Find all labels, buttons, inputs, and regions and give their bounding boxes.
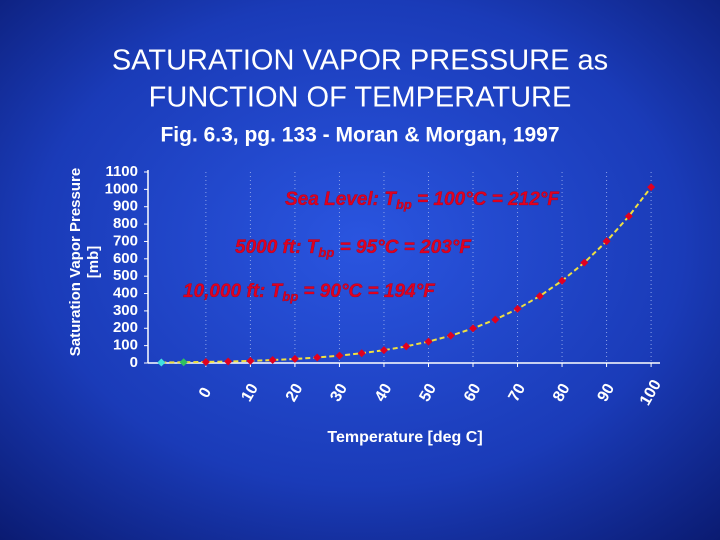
x-axis-label: Temperature [deg C] bbox=[327, 429, 482, 446]
data-point bbox=[268, 356, 277, 365]
data-point bbox=[402, 342, 411, 351]
data-point bbox=[535, 292, 544, 301]
x-tick-label: 70 bbox=[505, 381, 529, 405]
y-tick-label: 0 bbox=[130, 354, 138, 371]
data-point bbox=[446, 331, 455, 340]
annotation-text: = 95°C = 203°F bbox=[334, 237, 472, 258]
annotation-subscript: bp bbox=[396, 197, 412, 212]
y-tick-label: 600 bbox=[113, 250, 138, 267]
y-tick-label: 200 bbox=[113, 319, 138, 336]
data-point bbox=[647, 183, 656, 192]
data-point bbox=[379, 346, 388, 355]
x-tick-label: 20 bbox=[283, 381, 307, 405]
y-tick-label: 100 bbox=[113, 337, 138, 354]
annotation: Sea Level: Tbp = 100°C = 212°F bbox=[285, 189, 560, 212]
data-point bbox=[357, 349, 366, 358]
y-tick-label: 900 bbox=[113, 198, 138, 215]
data-point bbox=[558, 276, 567, 285]
annotation-text: = 90°C = 194°F bbox=[298, 281, 436, 302]
x-tick-label: 50 bbox=[416, 381, 440, 405]
data-point bbox=[224, 357, 233, 366]
data-point bbox=[179, 358, 188, 367]
data-point bbox=[313, 353, 322, 362]
annotation-text: = 100°C = 212°F bbox=[412, 189, 561, 210]
y-tick-label: 1000 bbox=[105, 180, 138, 197]
y-axis-label: [mb] bbox=[85, 246, 102, 279]
data-point bbox=[469, 324, 478, 333]
annotation-subscript: bp bbox=[282, 289, 298, 304]
data-point bbox=[580, 258, 589, 267]
title-line: SATURATION VAPOR PRESSURE as bbox=[112, 45, 608, 77]
x-tick-label: 40 bbox=[372, 381, 396, 405]
data-point bbox=[624, 212, 633, 221]
x-tick-label: 60 bbox=[461, 381, 485, 405]
data-point bbox=[513, 304, 522, 313]
annotation: 5000 ft: Tbp = 95°C = 203°F bbox=[235, 237, 472, 260]
data-point bbox=[246, 356, 255, 365]
x-tick-label: 30 bbox=[327, 381, 351, 405]
annotation-text: 10,000 ft: T bbox=[183, 281, 284, 302]
annotation-text: 5000 ft: T bbox=[235, 237, 320, 258]
data-point bbox=[335, 351, 344, 360]
data-point bbox=[290, 354, 299, 363]
y-tick-label: 700 bbox=[113, 232, 138, 249]
y-tick-label: 800 bbox=[113, 215, 138, 232]
subtitle: Fig. 6.3, pg. 133 - Moran & Morgan, 1997 bbox=[160, 124, 559, 147]
y-tick-label: 500 bbox=[113, 267, 138, 284]
y-tick-label: 300 bbox=[113, 302, 138, 319]
annotation: 10,000 ft: Tbp = 90°C = 194°F bbox=[183, 281, 436, 304]
y-axis-label: Saturation Vapor Pressure bbox=[67, 168, 84, 356]
annotation-subscript: bp bbox=[318, 245, 334, 260]
data-point bbox=[201, 357, 210, 366]
title-line: FUNCTION OF TEMPERATURE bbox=[149, 82, 572, 114]
x-tick-label: 80 bbox=[550, 381, 574, 405]
data-point bbox=[157, 358, 166, 367]
trend-line bbox=[161, 186, 652, 364]
y-tick-label: 1100 bbox=[105, 163, 138, 180]
data-point bbox=[602, 237, 611, 246]
annotation-text: Sea Level: T bbox=[285, 189, 397, 210]
x-tick-label: 90 bbox=[595, 381, 619, 405]
data-point bbox=[491, 315, 500, 324]
y-tick-label: 400 bbox=[113, 285, 138, 302]
data-point bbox=[424, 337, 433, 346]
x-tick-label: 10 bbox=[238, 381, 262, 405]
